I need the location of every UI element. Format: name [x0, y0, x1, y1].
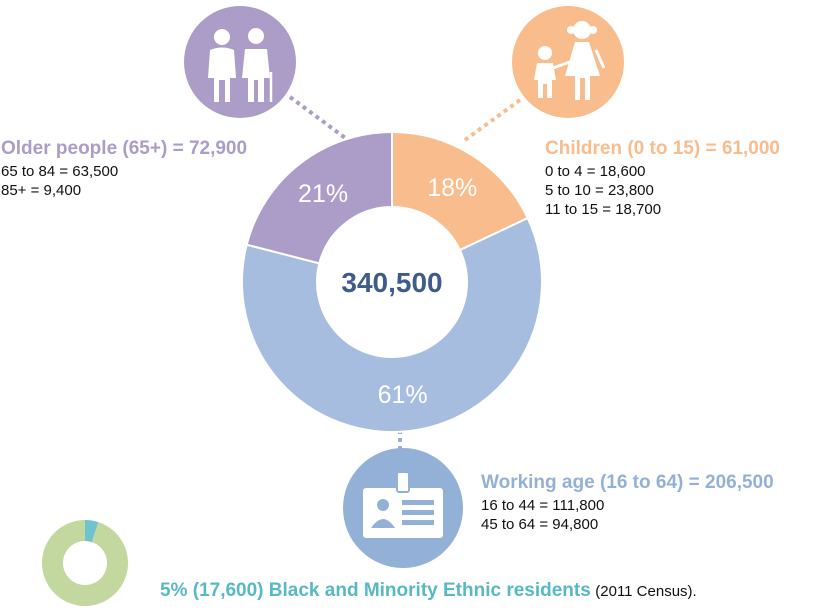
total-value: 340,500	[341, 267, 442, 298]
children-breakdown-item: 11 to 15 = 18,700	[545, 201, 662, 218]
children-family-icon	[512, 6, 624, 118]
children-breakdown-item: 0 to 4 = 18,600	[545, 163, 646, 180]
children-connector	[463, 98, 522, 142]
older-percent-label: 21%	[298, 180, 348, 208]
working-breakdown-item: 45 to 64 = 94,800	[481, 516, 599, 533]
children-title: Children (0 to 15) = 61,000	[545, 138, 780, 159]
older-breakdown-item: 85+ = 9,400	[1, 182, 82, 199]
bme-note: (2011 Census).	[595, 583, 697, 600]
id-badge-icon	[343, 448, 463, 568]
children-percent-label: 18%	[427, 174, 477, 202]
children-breakdown-list: 0 to 4 = 18,600 5 to 10 = 23,800 11 to 1…	[545, 162, 661, 219]
older-people-title: Older people (65+) = 72,900	[1, 138, 248, 159]
bme-label: 5% (17,600) Black and Minority Ethnic re…	[160, 580, 591, 601]
bme-rest-slice	[42, 520, 129, 607]
working-slice	[241, 216, 543, 433]
older-breakdown-item: 65 to 84 = 63,500	[1, 163, 119, 180]
older-breakdown-list: 65 to 84 = 63,500 85+ = 9,400	[1, 162, 118, 200]
older-couple-icon	[184, 6, 296, 118]
older-connector	[288, 95, 350, 142]
donut-chart	[241, 130, 543, 433]
children-breakdown-item: 5 to 10 = 23,800	[545, 182, 654, 199]
working-age-title: Working age (16 to 64) = 206,500	[481, 472, 774, 493]
children-slice	[391, 130, 530, 252]
donut-labels: 18% 61% 21%	[298, 174, 477, 409]
bme-caption: 5% (17,600) Black and Minority Ethnic re…	[160, 580, 697, 602]
working-breakdown-item: 16 to 44 = 111,800	[481, 497, 605, 514]
older-slice	[245, 130, 393, 265]
working-breakdown-list: 16 to 44 = 111,800 45 to 64 = 94,800	[481, 496, 604, 534]
bme-donut-chart	[42, 520, 129, 607]
working-percent-label: 61%	[378, 381, 428, 409]
bme-slice	[85, 520, 99, 543]
